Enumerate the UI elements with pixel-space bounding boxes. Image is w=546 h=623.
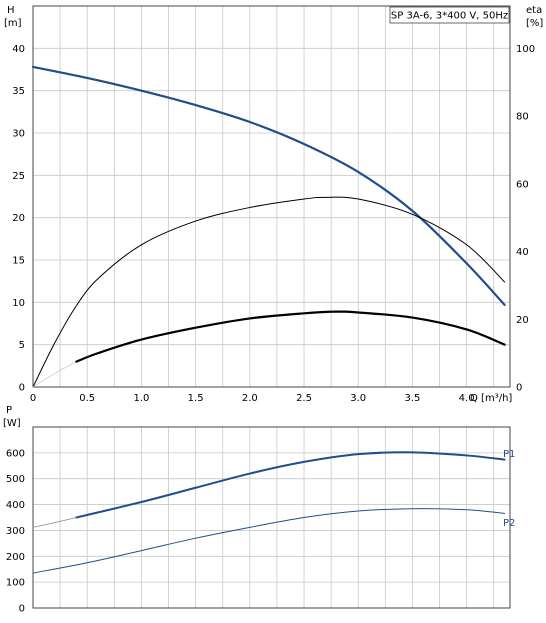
bottom-y-axis-label: P xyxy=(6,405,12,416)
chart-title: SP 3A-6, 3*400 V, 50Hz xyxy=(391,11,508,22)
x-tick-label: 0 xyxy=(30,393,36,404)
bottom-y-axis-unit: [W] xyxy=(3,418,21,429)
y-tick-label: 0 xyxy=(19,383,25,394)
y2-tick-label: 60 xyxy=(516,179,529,190)
series-label-p1: P1 xyxy=(503,449,515,460)
bottom-chart-ticks: 0 100 200 300 400 500 600 xyxy=(6,448,25,614)
x-tick-label: 2.5 xyxy=(296,393,312,404)
npsh-curve xyxy=(75,310,506,363)
title-box xyxy=(389,6,510,24)
x-tick-label: 2.0 xyxy=(242,393,258,404)
y2-axis-label: eta xyxy=(526,5,542,16)
x-axis-label: Q [m³/h] xyxy=(470,393,512,404)
y2-tick-label: 100 xyxy=(516,44,535,55)
top-plot-frame xyxy=(32,5,511,388)
top-chart-grid xyxy=(33,5,510,387)
bottom-y-tick-label: 500 xyxy=(6,474,25,485)
bottom-plot-frame xyxy=(32,426,511,609)
y2-axis-unit: [%] xyxy=(526,18,543,29)
x-tick-label: 3.0 xyxy=(350,393,366,404)
x-tick-label: 3.5 xyxy=(404,393,420,404)
npsh-curve-extension xyxy=(32,361,77,388)
y-axis-label: H xyxy=(7,5,15,16)
top-chart-ticks: 0 0.5 1.0 1.5 2.0 2.5 3.0 3.5 4.0 0 5 10 15 20 25 30 35 4… xyxy=(12,44,535,404)
y-tick-label: 15 xyxy=(12,256,25,267)
power-p1-curve xyxy=(75,451,506,519)
top-chart-series xyxy=(31,65,506,388)
x-tick-label: 4.0 xyxy=(459,393,475,404)
bottom-chart-grid xyxy=(33,427,510,608)
series-label-p2: P2 xyxy=(503,518,515,529)
x-tick-label: 1.5 xyxy=(188,393,204,404)
bottom-y-tick-label: 100 xyxy=(6,578,25,589)
y-tick-label: 40 xyxy=(12,44,25,55)
y-tick-label: 5 xyxy=(19,340,25,351)
bottom-y-tick-label: 400 xyxy=(6,500,25,511)
efficiency-curve xyxy=(32,196,506,388)
y-axis-unit: [m] xyxy=(4,18,22,29)
x-tick-label: 0.5 xyxy=(79,393,95,404)
y2-tick-label: 40 xyxy=(516,247,529,258)
y-tick-label: 10 xyxy=(12,298,25,309)
head-curve xyxy=(31,65,506,306)
y2-tick-label: 20 xyxy=(516,315,529,326)
x-tick-label: 1.0 xyxy=(133,393,149,404)
y2-tick-label: 80 xyxy=(516,112,529,123)
y-tick-label: 20 xyxy=(12,213,25,224)
y-tick-label: 25 xyxy=(12,171,25,182)
bottom-chart-series xyxy=(32,451,506,574)
power-p1-extension xyxy=(32,517,77,528)
bottom-y-tick-label: 0 xyxy=(19,604,25,615)
bottom-y-tick-label: 300 xyxy=(6,526,25,537)
y2-tick-label: 0 xyxy=(516,383,522,394)
bottom-y-tick-label: 200 xyxy=(6,552,25,563)
y-tick-label: 30 xyxy=(12,129,25,140)
power-p2-curve xyxy=(32,508,506,574)
bottom-y-tick-label: 600 xyxy=(6,448,25,459)
y-tick-label: 35 xyxy=(12,86,25,97)
